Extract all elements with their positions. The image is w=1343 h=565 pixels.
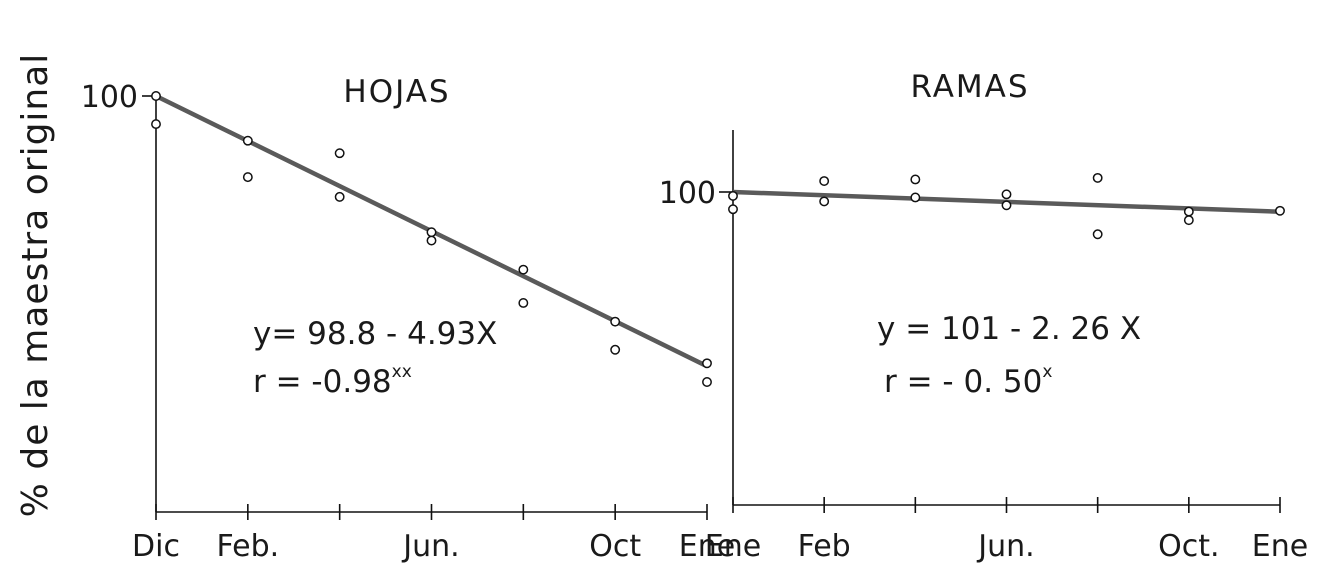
ramas-r-significance: x xyxy=(1042,362,1052,382)
hojas-data-point-13 xyxy=(702,377,712,387)
hojas-data-point-9 xyxy=(518,298,529,308)
hojas-data-point-10 xyxy=(610,316,621,327)
hojas-r-significance: xx xyxy=(392,362,412,382)
hojas-x-tick-label-2: Jun. xyxy=(401,529,459,564)
ramas-x-tick-label-3: Oct. xyxy=(1158,529,1219,564)
hojas-data-point-3 xyxy=(242,172,253,183)
ramas-x-tick-label-4: Ene xyxy=(1252,529,1308,564)
ramas-data-point-11 xyxy=(1183,215,1194,226)
ramas-data-point-5 xyxy=(910,192,921,203)
ramas-equation: y = 101 - 2. 26 X xyxy=(877,311,1141,347)
ramas-x-tick-label-1: Feb xyxy=(798,529,851,564)
hojas-data-point-7 xyxy=(426,235,437,246)
ramas-r: r = - 0. 50x xyxy=(884,362,1052,400)
hojas-points xyxy=(151,91,712,387)
hojas-data-point-8 xyxy=(518,264,529,275)
hojas-x-ticks xyxy=(155,504,708,520)
hojas-x-tick-label-3: Oct xyxy=(589,529,641,564)
ramas-x-tick-label-0: Ene xyxy=(705,529,761,564)
ramas-data-point-8 xyxy=(1092,172,1103,183)
ramas-x-tick-labels: Ene Feb Jun. Oct. Ene xyxy=(705,529,1308,564)
hojas-x-tick-label-0: Dic xyxy=(132,529,180,564)
ramas-data-point-12 xyxy=(1275,205,1285,216)
ramas-y-tick-label: 100 xyxy=(659,176,716,211)
hojas-r-value: r = -0.98 xyxy=(253,364,392,400)
hojas-y-tick-label: 100 xyxy=(81,80,138,115)
hojas-r: r = -0.98xx xyxy=(253,362,412,400)
ramas-data-point-9 xyxy=(1092,229,1103,240)
hojas-x-tick-labels: Dic Feb. Jun. Oct Ene xyxy=(132,529,735,564)
ramas-data-point-6 xyxy=(1001,189,1012,200)
hojas-data-point-6 xyxy=(426,227,437,238)
hojas-equation: y= 98.8 - 4.93X xyxy=(253,316,497,352)
hojas-data-point-5 xyxy=(334,191,345,202)
ramas-points xyxy=(728,172,1285,240)
hojas-data-point-11 xyxy=(610,344,621,355)
ramas-data-point-10 xyxy=(1183,206,1194,217)
ramas-r-value: r = - 0. 50 xyxy=(884,364,1042,400)
ramas-data-point-0 xyxy=(728,190,738,201)
hojas-x-tick-label-1: Feb. xyxy=(217,529,280,564)
hojas-data-point-0 xyxy=(151,91,161,101)
ramas-data-point-4 xyxy=(910,174,921,185)
hojas-title: HOJAS xyxy=(343,74,450,110)
ramas-x-ticks xyxy=(732,497,1281,513)
hojas-data-point-4 xyxy=(334,148,345,159)
ramas-title: RAMAS xyxy=(910,69,1029,105)
hojas-data-point-1 xyxy=(151,119,161,130)
ramas-data-point-2 xyxy=(819,176,830,186)
hojas-data-point-2 xyxy=(242,135,253,146)
y-axis-label: % de la maestra original xyxy=(15,53,56,518)
panel-ramas: 100 Ene Feb Jun. Oct. Ene RAMAS y = 101 - 2.… xyxy=(659,69,1308,564)
ramas-data-point-3 xyxy=(819,196,830,207)
panel-hojas: 100 Dic Feb. Jun. Oct Ene HOJAS y= 98.8 - 4.… xyxy=(81,74,735,564)
hojas-data-point-12 xyxy=(702,358,712,369)
ramas-data-point-7 xyxy=(1001,200,1012,211)
hojas-x-tick-label-4: Ene xyxy=(679,529,735,564)
ramas-data-point-1 xyxy=(728,204,738,215)
ramas-x-tick-label-2: Jun. xyxy=(976,529,1034,564)
